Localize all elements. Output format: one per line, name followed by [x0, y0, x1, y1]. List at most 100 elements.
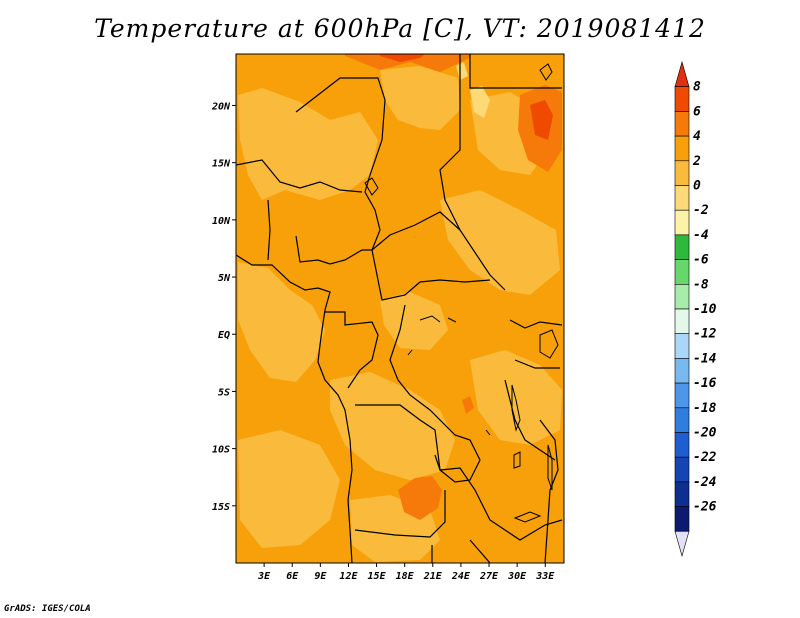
y-tick-label: 10S [212, 445, 230, 456]
contour-pale-north2 [456, 62, 468, 80]
y-tick-label: 20N [211, 101, 231, 112]
colorbar-level-label: -26 [693, 500, 717, 515]
colorbar-swatch [674, 135, 690, 162]
colorbar: 8 6 4 2 0 -2 -4 -6 -8 -10 -12 -14 -16 -18 -20 -22 -24 -26 [674, 60, 717, 558]
y-tick-label: 5S [218, 387, 230, 398]
x-tick-label: 6E [286, 571, 299, 582]
colorbar-level-label: -14 [693, 351, 717, 366]
congo-river-patches [407, 315, 491, 436]
colorbar-swatch [674, 209, 690, 236]
colorbar-swatch [674, 506, 690, 532]
zambia-border [439, 467, 563, 541]
contour-hot-north [380, 54, 425, 62]
contour-warm-east-patch [462, 396, 474, 414]
x-tick-label: 27E [479, 571, 499, 582]
colorbar-swatch [674, 481, 690, 507]
y-tick-label: 10N [212, 216, 231, 227]
contour-warm-zambia [398, 476, 442, 520]
west-africa-coastline [235, 254, 353, 564]
contour-region-west-sahara [238, 88, 378, 200]
colorbar-swatch [674, 432, 690, 458]
east-rift-border [539, 419, 559, 564]
niger-chad-border [439, 54, 506, 291]
colorbar-level-label: -6 [693, 253, 709, 268]
west-africa-internal [235, 159, 363, 193]
colorbar-swatch [674, 259, 690, 285]
colorbar-bottom-arrow [674, 530, 690, 558]
x-tick-label: 18E [396, 571, 415, 582]
colorbar-level-label: 2 [692, 154, 701, 169]
lake-turkana [539, 63, 553, 81]
x-tick-label: 30E [507, 571, 527, 582]
colorbar-level-label: -10 [693, 302, 717, 317]
nigeria-border [267, 199, 372, 265]
south-border [431, 539, 491, 564]
contour-region-central [380, 292, 448, 350]
colorbar-swatch [674, 382, 690, 409]
lake-chad [364, 177, 379, 196]
map-plot-area [235, 53, 565, 564]
x-tick-label: 24E [451, 571, 471, 582]
sudan-border [469, 54, 562, 89]
colorbar-swatch [674, 160, 690, 186]
colorbar-swatch [674, 333, 690, 359]
contour-warm-north [345, 54, 470, 72]
temperature-contours-0-to-2 [238, 66, 562, 562]
colorbar-level-label: -2 [693, 203, 709, 218]
contour-region-central-sahel [380, 66, 460, 130]
y-tick-label: 5N [218, 273, 231, 284]
x-tick-label: 21E [423, 571, 443, 582]
lake-kariba [513, 511, 542, 523]
drc-border [389, 304, 481, 483]
colorbar-swatch [674, 283, 690, 310]
lakes [364, 63, 559, 523]
colorbar-swatch [674, 185, 690, 211]
colorbar-level-label: -4 [693, 228, 709, 243]
east-africa-border [504, 319, 563, 461]
colorbar-level-label: 4 [693, 129, 701, 144]
colorbar-level-label: -22 [693, 450, 717, 465]
x-tick-label: 33E [535, 571, 555, 582]
contour-hot-northeast [530, 100, 553, 140]
colorbar-swatch [674, 111, 690, 137]
angola-border [354, 404, 446, 538]
contour-region-west-coast [238, 262, 325, 382]
colorbar-level-label: -8 [693, 277, 709, 292]
colorbar-swatch [674, 86, 690, 112]
colorbar-level-label: -20 [693, 426, 717, 441]
sahara-border [295, 77, 386, 251]
colorbar-level-label: 0 [693, 179, 701, 194]
latitude-axis: 20N 15N 10N 5N EQ 5S 10S 15S [211, 101, 236, 513]
colorbar-level-label: 8 [693, 80, 701, 95]
y-tick-label: 15N [212, 159, 231, 170]
colorbar-level-label: -24 [693, 475, 717, 490]
longitude-axis: 3E 6E 9E 12E 15E 18E 21E 24E 27E 30E 33E [257, 563, 555, 582]
x-tick-label: 9E [314, 571, 327, 582]
central-africa-border [371, 211, 491, 301]
lake-malawi [547, 444, 553, 491]
colorbar-swatch [674, 456, 690, 483]
contour-region-east-africa [470, 350, 562, 445]
lake-mweru [513, 451, 521, 469]
congo-border [325, 311, 379, 389]
colorbar-swatch [674, 358, 690, 384]
map-frame [235, 53, 565, 564]
colorbar-level-label: -18 [693, 401, 717, 416]
map-title: Temperature at 600hPa [C], VT: 201908141… [94, 14, 706, 43]
lake-victoria [539, 329, 559, 359]
x-tick-label: 15E [368, 571, 387, 582]
y-tick-label: EQ [218, 330, 230, 341]
x-tick-label: 3E [257, 571, 271, 582]
colorbar-top-arrow [674, 60, 690, 87]
contour-pale-north [470, 86, 490, 118]
contour-region-southwest [238, 430, 340, 548]
colorbar-swatch [674, 234, 690, 260]
country-borders [235, 54, 563, 564]
contour-region-angola [330, 372, 455, 480]
grads-credit: GrADS: IGES/COLA [4, 604, 91, 614]
colorbar-swatch [674, 407, 690, 433]
colorbar-swatch [674, 308, 690, 335]
x-tick-label: 12E [339, 571, 358, 582]
colorbar-level-label: -12 [693, 327, 717, 342]
